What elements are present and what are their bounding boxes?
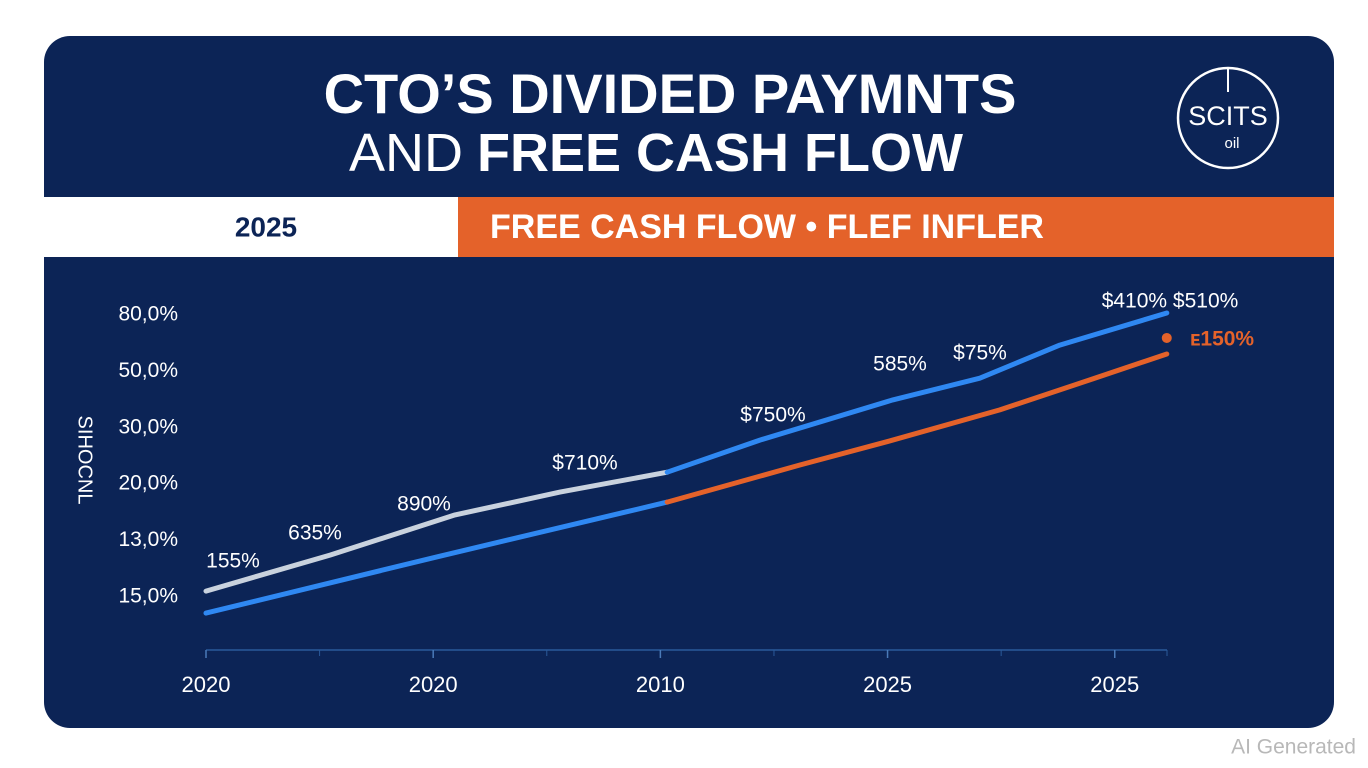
point [1161, 332, 1172, 343]
data-label: 585% [873, 353, 927, 376]
x-tick-label: 2025 [863, 672, 912, 697]
y-label: 20,0% [118, 472, 178, 495]
line [664, 310, 1170, 475]
banner-left-text: 2025 [235, 211, 297, 242]
y-label: 50,0% [118, 359, 178, 382]
data-label: $75% [953, 342, 1007, 365]
x-tick-label: 2010 [636, 672, 685, 697]
data-label: ᴇ150% [1190, 328, 1255, 351]
plot: 80,0% 50,0% 30,0% 20,0% 13,0% 15,0% 2020 2020 20… [118, 290, 1254, 697]
data-label: $750% [740, 404, 805, 427]
title-bold: FREE CASH FLOW [477, 123, 963, 183]
data-label: 155% [206, 550, 260, 573]
data-label: 890% [397, 493, 451, 516]
line [203, 469, 670, 594]
y-label: 13,0% [118, 528, 178, 551]
data-label: 635% [288, 522, 342, 545]
logo-text: SCITS [1188, 101, 1268, 131]
line [203, 499, 670, 616]
banner-left [44, 197, 458, 257]
banner-right [458, 197, 1334, 257]
x-tick-label: 2020 [182, 672, 231, 697]
title-line-1: CTO’S DIVIDED PAYMNTS [324, 62, 1017, 125]
y-axis-title: SIHOCNL [74, 416, 96, 505]
data-label: $410% $510% [1102, 290, 1239, 313]
watermark: AI Generated [1231, 736, 1356, 759]
title-line-2: AND FREE CASH FLOW [349, 123, 963, 183]
y-label: 30,0% [118, 415, 178, 438]
line [664, 351, 1170, 505]
logo-subtext: oil [1224, 135, 1239, 152]
title-light: AND [349, 123, 463, 183]
banner-right-text: FREE CASH FLOW • FLEF INFLER [490, 208, 1044, 246]
data-label: $710% [552, 452, 617, 475]
y-label: 15,0% [118, 585, 178, 608]
y-label: 80,0% [118, 303, 178, 326]
x-tick-label: 2025 [1090, 672, 1139, 697]
x-tick-label: 2020 [409, 672, 458, 697]
